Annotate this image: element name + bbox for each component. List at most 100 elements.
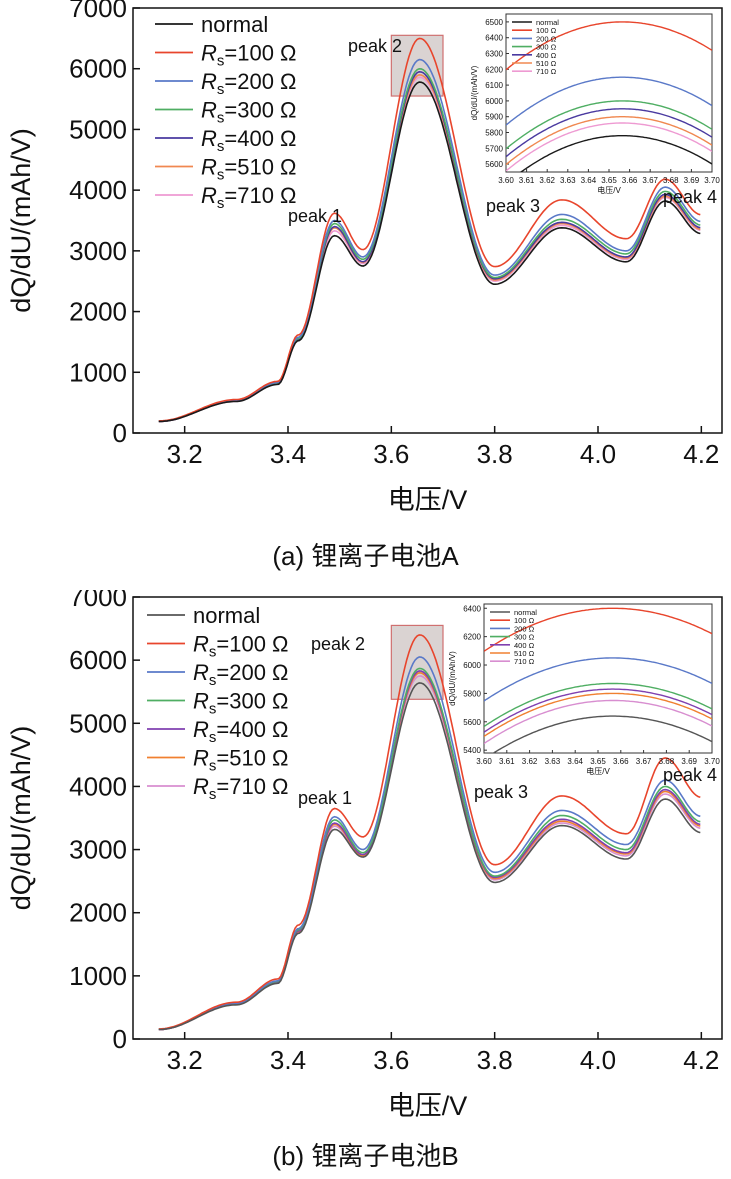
inset-series-line: [484, 692, 712, 737]
inset-y-tick-label: 6000: [485, 97, 503, 106]
inset-series-line: [484, 607, 712, 652]
inset-series-line: [506, 21, 712, 71]
inset-series-line: [506, 76, 712, 126]
inset-x-tick-label: 3.67: [636, 757, 652, 766]
x-tick-label: 3.6: [373, 439, 409, 469]
inset-x-tick-label: 3.70: [704, 176, 720, 185]
y-tick-label: 1000: [69, 961, 127, 991]
inset-x-tick-label: 3.69: [684, 176, 700, 185]
inset-y-tick-label: 6100: [485, 81, 503, 90]
inset-legend-label: 100 Ω: [514, 616, 535, 625]
legend-label: Rs=100 Ω: [193, 632, 289, 661]
inset-legend-label: 200 Ω: [536, 34, 557, 43]
y-axis-label: dQ/dU/(mAh/V): [6, 726, 36, 911]
panel-a: 0 1000 2000 3000 4000 5000 6000 7000 3.2 3.4 3.6 3.…: [0, 0, 731, 580]
x-tick-label: 3.8: [477, 439, 513, 469]
inset-y-tick-label: 6400: [463, 604, 481, 613]
inset-y-tick-label: 6400: [485, 34, 503, 43]
inset-y-tick-label: 5700: [485, 144, 503, 153]
peak-label-4: peak 4: [663, 765, 717, 785]
inset-y-label: dQ/dU/(mAh/V): [470, 65, 479, 120]
inset-series-line: [484, 699, 712, 745]
inset-legend-label: 510 Ω: [536, 59, 557, 68]
inset-series-line: [506, 108, 712, 158]
inset-curves: [506, 21, 712, 172]
series-line-100: [158, 634, 701, 1030]
inset-x-tick-label: 3.66: [613, 757, 629, 766]
inset-y-tick-label: 5800: [485, 129, 503, 138]
inset-y-tick-label: 5800: [463, 689, 481, 698]
x-tick-label: 4.2: [683, 1045, 719, 1075]
inset-x-tick-label: 3.63: [560, 176, 576, 185]
inset-y-tick-label: 6200: [463, 633, 481, 642]
legend-label: Rs=510 Ω: [193, 746, 289, 775]
legend-label: Rs=510 Ω: [201, 155, 297, 184]
y-tick-label: 7000: [69, 590, 127, 612]
chart-b: 0 1000 2000 3000 4000 5000 6000 7000 3.2 3.4 3.6 3.…: [6, 590, 723, 1121]
inset-legend-label: 400 Ω: [514, 641, 535, 650]
inset-x-label: 电压/V: [597, 185, 621, 195]
inset-x-tick-label: 3.64: [567, 757, 583, 766]
inset-series-line: [506, 116, 712, 166]
inset-series-line: [519, 135, 712, 172]
x-tick-label: 3.2: [167, 1045, 203, 1075]
peak-label-2: peak 2: [311, 634, 365, 654]
y-tick-label: 7000: [69, 0, 127, 23]
inset-y-tick-label: 6300: [485, 50, 503, 59]
inset-legend-label: normal: [536, 18, 559, 27]
inset-legend-label: 300 Ω: [536, 43, 557, 52]
inset-x-tick-label: 3.65: [601, 176, 617, 185]
inset-legend-label: 100 Ω: [536, 26, 557, 35]
legend-label: normal: [193, 603, 260, 628]
inset-series-line: [484, 682, 712, 728]
inset-y-tick-label: 5600: [463, 718, 481, 727]
series-line-normal: [158, 682, 701, 1031]
x-axis-label: 电压/V: [388, 1091, 468, 1121]
inset-y-label: dQ/dU/(mAh/V): [448, 651, 457, 706]
peak-label-3: peak 3: [474, 782, 528, 802]
legend-label: Rs=100 Ω: [201, 41, 297, 70]
y-tick-label: 4000: [69, 175, 127, 205]
x-tick-label: 4.2: [683, 439, 719, 469]
peak-label-1: peak 1: [298, 788, 352, 808]
legend-label: normal: [201, 12, 268, 37]
y-axis-label: dQ/dU/(mAh/V): [6, 128, 36, 313]
legend-label: Rs=300 Ω: [201, 98, 297, 127]
plot-frame: [132, 596, 723, 1040]
chart-a: 0 1000 2000 3000 4000 5000 6000 7000 3.2 3.4 3.6 3.…: [6, 0, 723, 515]
panel-b-caption: (b) 锂离子电池B: [272, 1141, 459, 1171]
inset-y-tick-label: 5400: [463, 746, 481, 755]
inset-series-line: [506, 100, 712, 150]
inset-x-tick-label: 3.62: [539, 176, 555, 185]
inset-y-tick-label: 5900: [485, 113, 503, 122]
inset-x-tick-label: 3.68: [659, 757, 675, 766]
legend-label: Rs=200 Ω: [201, 69, 297, 98]
inset-legend-label: 710 Ω: [514, 657, 535, 666]
series-line-100: [158, 37, 701, 422]
series-line-normal: [158, 81, 701, 423]
inset-x-tick-label: 3.66: [622, 176, 638, 185]
inset-x-tick-label: 3.69: [681, 757, 697, 766]
x-tick-label: 3.2: [167, 439, 203, 469]
inset-y-tick-label: 6500: [485, 18, 503, 27]
x-tick-label: 3.4: [270, 439, 306, 469]
plot-frame: [132, 7, 723, 434]
y-tick-label: 5000: [69, 114, 127, 144]
peak-label-3: peak 3: [486, 196, 540, 216]
inset-x-tick-label: 3.68: [663, 176, 679, 185]
inset-y-tick-label: 6000: [463, 661, 481, 670]
inset-x-tick-label: 3.63: [545, 757, 561, 766]
x-tick-label: 3.8: [477, 1045, 513, 1075]
inset-series-line: [484, 688, 712, 733]
inset-series-line: [506, 122, 712, 172]
inset-x-tick-label: 3.67: [642, 176, 658, 185]
inset-x-tick-label: 3.60: [476, 757, 492, 766]
y-tick-label: 5000: [69, 708, 127, 738]
inset-x-tick-label: 3.64: [581, 176, 597, 185]
y-tick-label: 3000: [69, 835, 127, 865]
peak-label-1: peak 1: [288, 206, 342, 226]
inset-x-tick-label: 3.70: [704, 757, 720, 766]
inset-x-tick-label: 3.61: [499, 757, 515, 766]
inset-x-tick-label: 3.62: [522, 757, 538, 766]
inset-series-line: [484, 657, 712, 702]
